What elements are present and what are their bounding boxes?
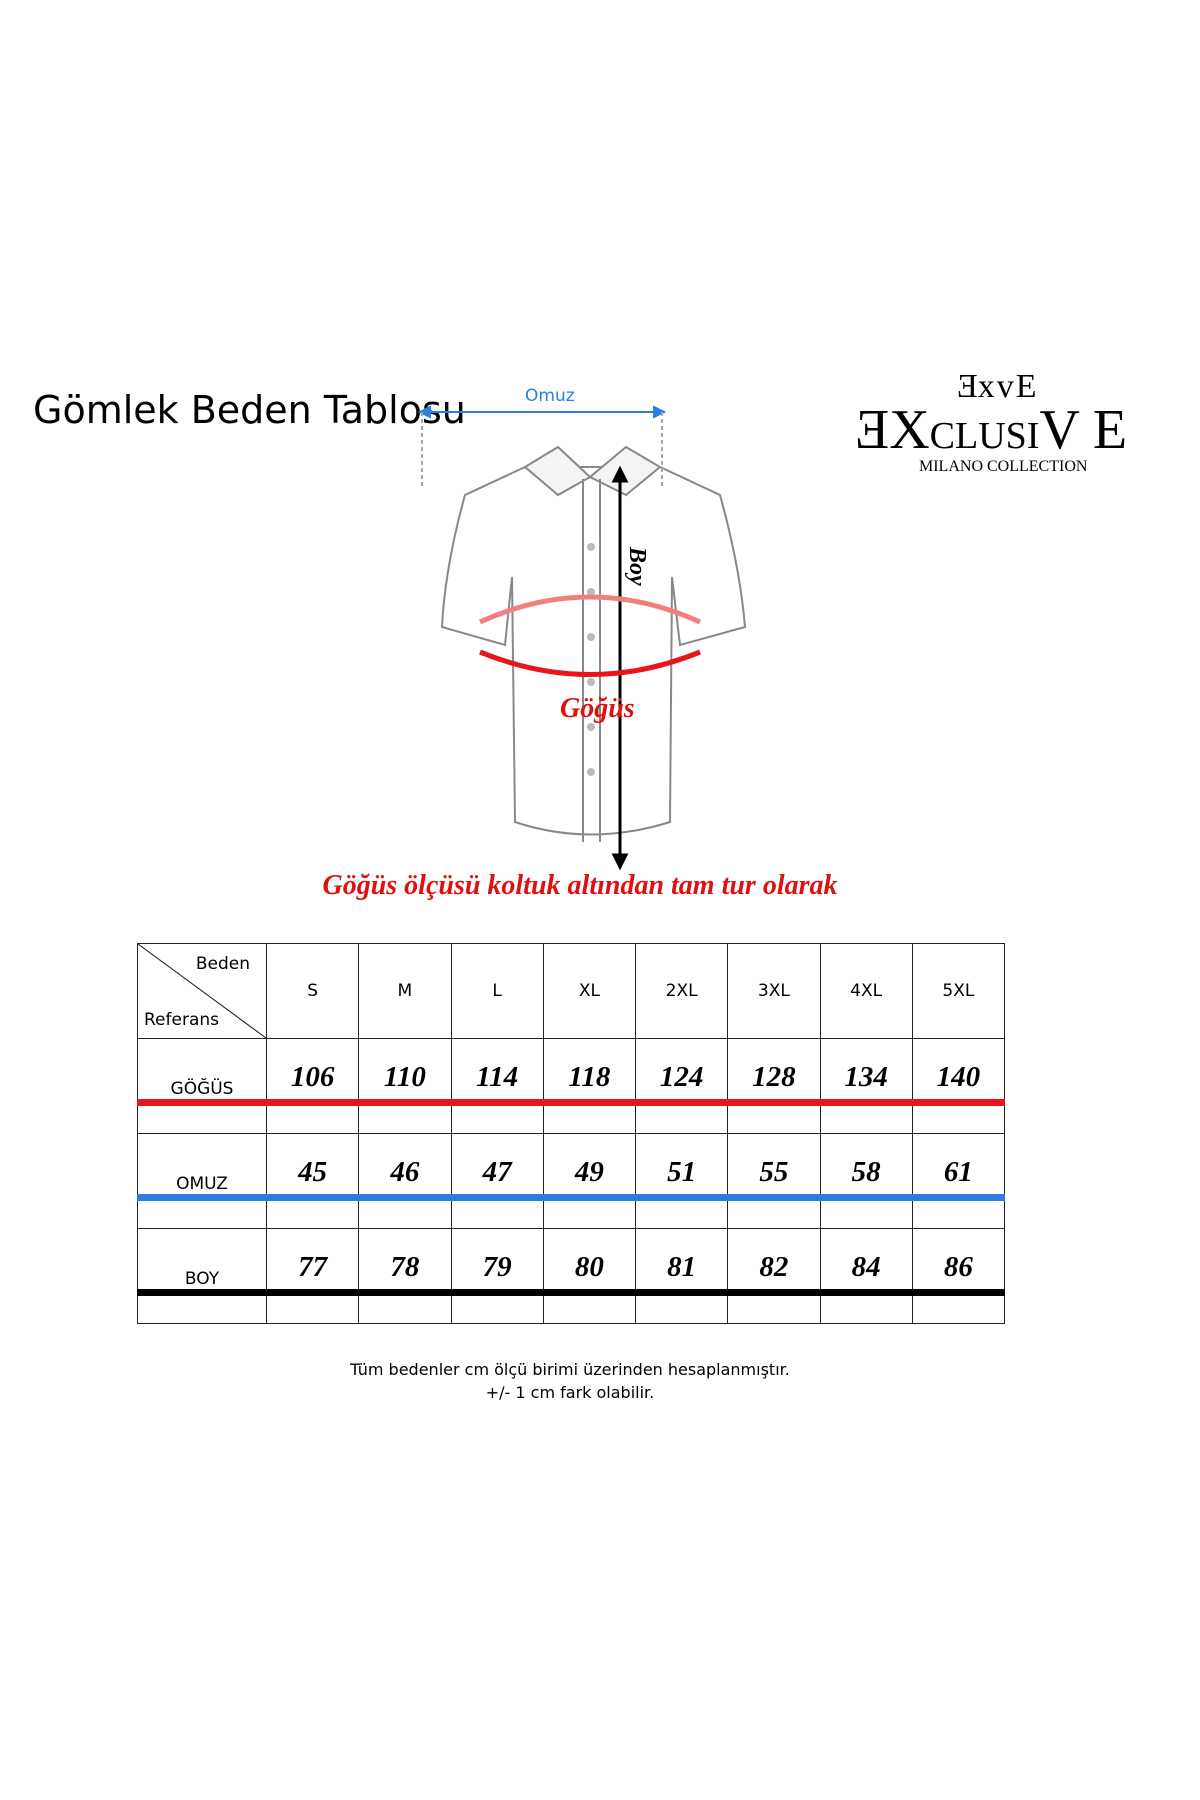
size-header: S — [265, 943, 360, 1039]
cell-value: 47 — [482, 1156, 512, 1188]
cell-value: 77 — [298, 1251, 328, 1283]
cell-value: 61 — [943, 1156, 973, 1188]
cell-value: 124 — [659, 1061, 704, 1093]
size-header: 4XL — [819, 943, 913, 1039]
size-table: Beden Referans S M L XL 2XL 3XL 4XL 5XL … — [137, 943, 1006, 1324]
cell-value: 128 — [752, 1061, 796, 1093]
shoulder-arrow — [417, 405, 667, 487]
cell-value: 82 — [759, 1251, 789, 1283]
logo-subtitle: MILANO COLLECTION — [919, 458, 1088, 475]
unit-note: Tüm bedenler cm ölçü birimi üzerinden he… — [350, 1360, 790, 1379]
table-row-shoulder: OMUZ 45 46 47 49 51 55 58 61 — [137, 1133, 1006, 1229]
chest-arrows — [478, 594, 702, 677]
size-header-row: Beden Referans S M L XL 2XL 3XL 4XL 5XL — [137, 943, 1006, 1039]
page-title: Gömlek Beden Tablosu — [33, 388, 466, 432]
size-header: M — [358, 943, 452, 1039]
cell-value: 78 — [390, 1251, 420, 1283]
logo-wordmark: EXCLUSIV E — [855, 399, 1128, 461]
cell-value: 86 — [943, 1251, 973, 1283]
brand-logo: ExvE EXCLUSIV E MILANO COLLECTION — [855, 368, 1165, 480]
corner-referans: Referans — [144, 1010, 219, 1030]
cell-value: 106 — [290, 1061, 335, 1093]
row-label: OMUZ — [176, 1174, 228, 1194]
chest-color-band — [137, 1099, 1005, 1106]
size-header: 3XL — [727, 943, 821, 1039]
row-label: GÖĞÜS — [170, 1079, 234, 1099]
size-header: 5XL — [911, 943, 1006, 1039]
cell-value: 110 — [383, 1061, 426, 1093]
shirt-diagram: Omuz Boy Göğüs — [417, 386, 747, 871]
cell-value: 114 — [476, 1061, 519, 1093]
table-row-chest: GÖĞÜS 106 110 114 118 124 128 134 140 — [137, 1038, 1006, 1134]
cell-value: 45 — [298, 1156, 328, 1188]
length-color-band — [137, 1289, 1005, 1296]
chest-label: Göğüs — [560, 693, 635, 724]
length-arrow — [611, 465, 629, 871]
size-header: 2XL — [634, 943, 729, 1039]
measurement-caption: Göğüs ölçüsü koltuk altından tam tur ola… — [322, 870, 838, 901]
logo-monogram: ExvE — [955, 368, 1039, 405]
corner-beden: Beden — [195, 954, 250, 974]
tolerance-note: +/- 1 cm fark olabilir. — [485, 1383, 655, 1402]
cell-value: 81 — [667, 1251, 697, 1283]
cell-value: 79 — [482, 1251, 512, 1283]
cell-value: 49 — [574, 1156, 604, 1188]
table-row-length: BOY 77 78 79 80 81 82 84 86 — [137, 1228, 1006, 1324]
cell-value: 84 — [851, 1251, 881, 1283]
cell-value: 134 — [844, 1061, 888, 1093]
length-label: Boy — [624, 546, 650, 586]
corner-cell: Beden Referans — [137, 943, 267, 1039]
size-header: L — [450, 943, 544, 1039]
cell-value: 118 — [568, 1061, 611, 1093]
cell-value: 55 — [759, 1156, 789, 1188]
size-header: XL — [542, 943, 637, 1039]
cell-value: 140 — [936, 1061, 981, 1093]
cell-value: 80 — [574, 1251, 604, 1283]
row-label: BOY — [184, 1269, 220, 1289]
shoulder-label: Omuz — [525, 386, 575, 406]
cell-value: 46 — [390, 1156, 420, 1188]
cell-value: 51 — [667, 1156, 697, 1188]
cell-value: 58 — [851, 1156, 881, 1188]
shoulder-color-band — [137, 1194, 1005, 1201]
